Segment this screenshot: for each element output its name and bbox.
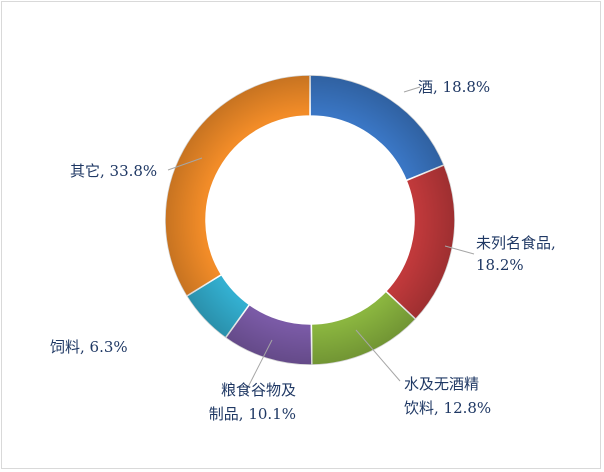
slice-shade-0 <box>310 75 445 181</box>
data-label-3: 粮食谷物及制品, 10.1% <box>209 381 296 423</box>
slice-shade-4 <box>186 274 250 338</box>
leader-line-1 <box>444 245 475 255</box>
data-label-0: 酒, 18.8% <box>418 78 490 96</box>
leader-line-2 <box>355 329 401 382</box>
leader-line-3 <box>245 339 273 392</box>
leader-line-5 <box>167 157 203 171</box>
slice-shade-5 <box>164 75 310 297</box>
leader-line-0 <box>403 86 421 93</box>
data-label-4: 饲料, 6.3% <box>50 338 128 356</box>
slice-shade-3 <box>225 304 312 366</box>
data-label-5: 其它, 33.8% <box>70 162 157 180</box>
slice-shade-1 <box>385 164 455 320</box>
slice-shade-2 <box>311 291 416 365</box>
data-label-1: 未列名食品, 18.2% <box>476 234 556 274</box>
data-label-2: 水及无酒精饮料, 12.8% <box>404 375 491 417</box>
